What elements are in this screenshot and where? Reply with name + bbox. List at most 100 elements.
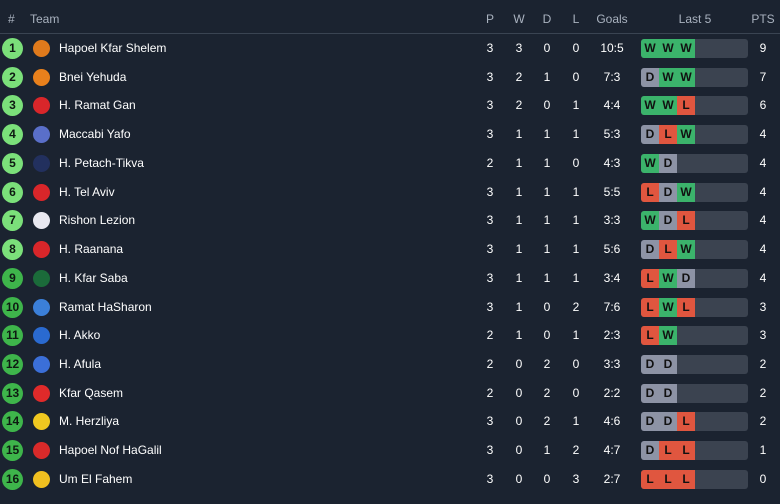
stat-d: 0	[543, 328, 551, 343]
table-row[interactable]: 11 H. Akko 2 1 0 1 2:3 3 L W	[0, 321, 780, 350]
stat-d: 1	[543, 213, 551, 228]
stat-w: 3	[515, 41, 523, 55]
form-result: L	[677, 441, 695, 461]
table-row[interactable]: 2 Bnei Yehuda 3 2 1 0 7:3 7 D W W	[0, 63, 780, 92]
stat-goals: 5:6	[603, 242, 621, 257]
team-name[interactable]: M. Herzliya	[59, 414, 120, 429]
stat-l: 1	[572, 270, 580, 285]
stat-goals: 5:3	[603, 127, 621, 142]
stat-w: 1	[515, 328, 523, 343]
stat-l: 1	[572, 213, 580, 228]
table-row[interactable]: 3 H. Ramat Gan 3 2 0 1 4:4 6 W W L	[0, 91, 780, 120]
stat-pts: 4	[759, 184, 767, 199]
stat-w: 1	[515, 242, 523, 257]
form-result: W	[659, 39, 677, 58]
stat-goals: 7:6	[603, 299, 621, 314]
form-result: W	[659, 297, 677, 317]
form-result: D	[659, 355, 677, 375]
form-result: D	[641, 125, 659, 145]
team-logo-icon	[33, 183, 50, 201]
team-logo-icon	[33, 442, 50, 460]
stat-pts: 2	[759, 414, 767, 429]
table-row[interactable]: 10 Ramat HaSharon 3 1 0 2 7:6 3 L W L	[0, 293, 780, 322]
team-name[interactable]: H. Kfar Saba	[59, 270, 128, 285]
stat-goals: 3:4	[603, 270, 621, 285]
team-name[interactable]: Ramat HaSharon	[59, 299, 152, 314]
rank-badge: 14	[2, 411, 23, 433]
team-logo-icon	[33, 298, 50, 316]
stat-l: 0	[572, 69, 580, 84]
stat-goals: 4:3	[603, 155, 621, 170]
stat-goals: 5:5	[603, 184, 621, 199]
stat-l: 1	[572, 127, 580, 142]
form-result: D	[659, 383, 677, 403]
form-result: W	[677, 67, 695, 87]
stat-p: 2	[486, 328, 494, 343]
stat-w: 1	[515, 270, 523, 285]
form-result: D	[641, 383, 659, 403]
stat-l: 2	[572, 443, 580, 458]
team-logo-icon	[33, 212, 50, 230]
table-row[interactable]: 8 H. Raanana 3 1 1 1 5:6 4 D L W	[0, 235, 780, 264]
stat-w: 0	[515, 357, 523, 372]
table-row[interactable]: 12 H. Afula 2 0 2 0 3:3 2 D D	[0, 350, 780, 379]
header-wins: W	[513, 12, 525, 26]
team-name[interactable]: H. Tel Aviv	[59, 184, 115, 199]
table-row[interactable]: 15 Hapoel Nof HaGalil 3 0 1 2 4:7 1 D L L	[0, 436, 780, 465]
team-logo-icon	[33, 413, 50, 431]
stat-pts: 4	[759, 127, 767, 142]
stat-p: 3	[486, 69, 494, 84]
team-name[interactable]: Um El Fahem	[59, 471, 133, 486]
team-logo-icon	[33, 154, 50, 172]
team-logo-icon	[33, 97, 50, 115]
stat-w: 2	[515, 69, 523, 84]
stat-l: 2	[572, 299, 580, 314]
form-result: D	[659, 412, 677, 432]
header-goals: Goals	[596, 12, 628, 26]
table-row[interactable]: 14 M. Herzliya 3 0 2 1 4:6 2 D D L	[0, 407, 780, 436]
table-row[interactable]: 1 Hapoel Kfar Shelem 3 3 0 0 10:5 9 W W W	[0, 34, 780, 63]
table-row[interactable]: 9 H. Kfar Saba 3 1 1 1 3:4 4 L W D	[0, 264, 780, 293]
team-name[interactable]: H. Petach-Tikva	[59, 155, 144, 170]
stat-d: 0	[543, 299, 551, 314]
table-row[interactable]: 7 Rishon Lezion 3 1 1 1 3:3 4 W D L	[0, 206, 780, 235]
table-row[interactable]: 4 Maccabi Yafo 3 1 1 1 5:3 4 D L W	[0, 120, 780, 149]
team-name[interactable]: H. Afula	[59, 357, 102, 372]
table-row[interactable]: 13 Kfar Qasem 2 0 2 0 2:2 2 D D	[0, 379, 780, 408]
team-logo-icon	[33, 327, 50, 345]
rank-badge: 10	[2, 296, 23, 318]
stat-w: 0	[515, 471, 523, 486]
rank-badge: 2	[2, 66, 23, 88]
team-name[interactable]: H. Akko	[59, 328, 101, 343]
form-result: D	[677, 268, 695, 288]
stat-w: 1	[515, 213, 523, 228]
stat-l: 1	[572, 98, 580, 113]
team-name[interactable]: H. Raanana	[59, 242, 124, 257]
team-name[interactable]: Hapoel Kfar Shelem	[59, 41, 167, 55]
form-result: L	[641, 326, 659, 346]
team-name[interactable]: H. Ramat Gan	[59, 98, 136, 113]
team-name[interactable]: Kfar Qasem	[59, 385, 124, 400]
header-rank: #	[8, 12, 15, 26]
stat-goals: 3:3	[603, 357, 621, 372]
rank-badge: 9	[2, 267, 23, 289]
team-name[interactable]: Hapoel Nof HaGalil	[59, 443, 162, 458]
table-row[interactable]: 16 Um El Fahem 3 0 0 3 2:7 0 L L L	[0, 465, 780, 494]
table-row[interactable]: 6 H. Tel Aviv 3 1 1 1 5:5 4 L D W	[0, 178, 780, 207]
table-header: # Team P W D L Goals Last 5 PTS	[0, 0, 780, 34]
rank-badge: 8	[2, 239, 23, 261]
team-name[interactable]: Maccabi Yafo	[59, 127, 131, 142]
team-name[interactable]: Bnei Yehuda	[59, 69, 127, 84]
stat-d: 1	[543, 184, 551, 199]
table-row[interactable]: 5 H. Petach-Tikva 2 1 1 0 4:3 4 W D	[0, 149, 780, 178]
stat-d: 2	[543, 385, 551, 400]
stat-l: 1	[572, 414, 580, 429]
form-result: W	[659, 67, 677, 87]
team-name[interactable]: Rishon Lezion	[59, 213, 136, 228]
